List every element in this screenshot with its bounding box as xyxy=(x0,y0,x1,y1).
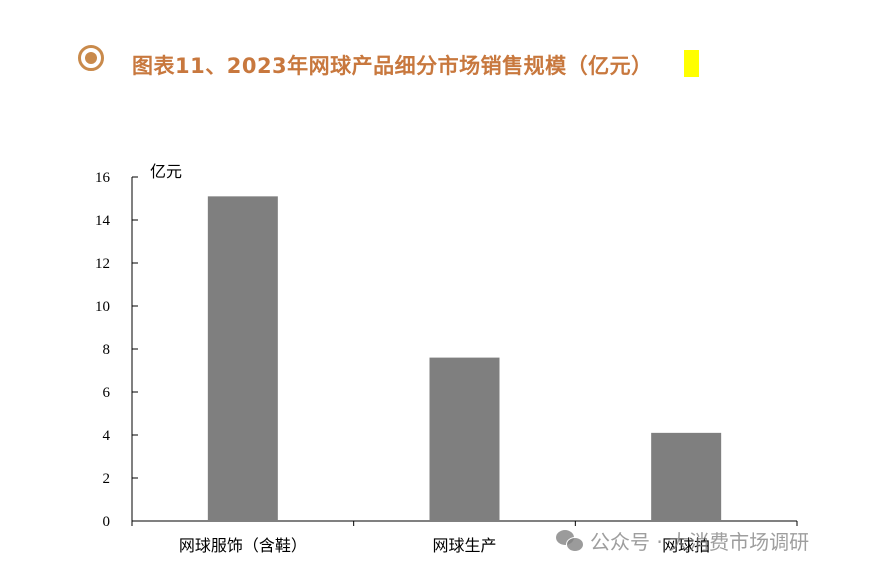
category-label: 网球拍 xyxy=(662,536,710,555)
y-tick-label: 0 xyxy=(103,514,111,530)
bar xyxy=(651,432,722,521)
y-tick-label: 16 xyxy=(95,170,111,186)
y-tick-label: 4 xyxy=(103,428,111,444)
y-tick-label: 10 xyxy=(95,299,110,315)
bar xyxy=(207,196,278,521)
bar xyxy=(429,357,500,521)
bullet-icon xyxy=(78,45,104,71)
title-row: 图表11、2023年网球产品细分市场销售规模（亿元） xyxy=(78,42,878,82)
wechat-icon xyxy=(556,530,584,552)
watermark-text: 公众号 · 大消费市场调研 xyxy=(590,530,810,554)
y-tick-label: 12 xyxy=(95,256,110,272)
y-unit-label: 亿元 xyxy=(150,162,182,181)
title-highlight-marker xyxy=(684,50,699,77)
y-tick-label: 14 xyxy=(95,213,111,229)
chart-title: 图表11、2023年网球产品细分市场销售规模（亿元） xyxy=(132,54,653,78)
y-tick-label: 6 xyxy=(103,385,111,401)
watermark: 公众号 · 大消费市场调研 xyxy=(556,526,809,556)
y-tick-label: 2 xyxy=(103,471,111,487)
category-label: 网球生产 xyxy=(432,536,496,555)
y-tick-label: 8 xyxy=(103,342,111,358)
category-label: 网球服饰（含鞋） xyxy=(179,536,307,555)
